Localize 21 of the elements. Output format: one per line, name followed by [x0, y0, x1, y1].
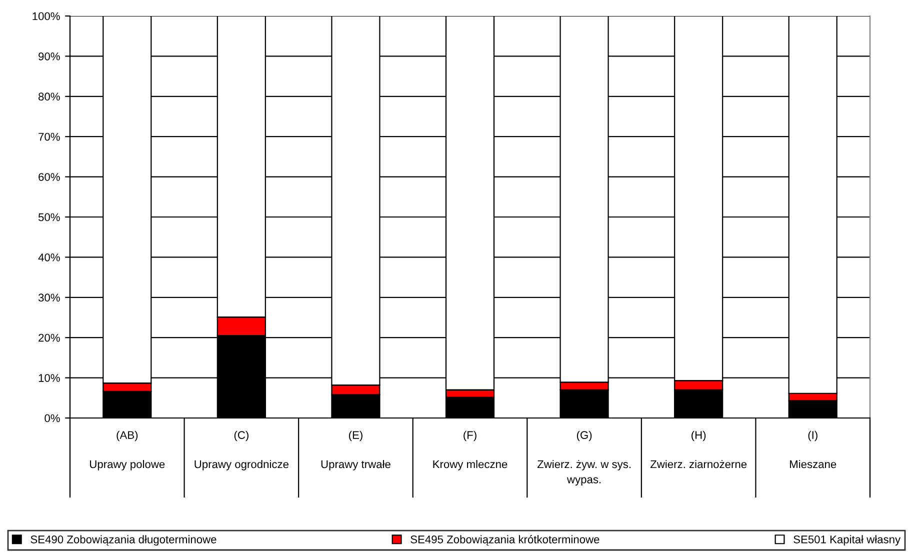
- category-label: (E) Uprawy trwałe: [321, 430, 390, 470]
- y-tick-label: 70%: [38, 132, 60, 141]
- category-label: (G) Zwierz. żyw. w sys. wypas.: [537, 430, 630, 486]
- category-label: (F) Krowy mleczne: [433, 430, 508, 470]
- legend-label: SE501 Kapitał własny: [794, 535, 901, 546]
- y-tick-label: 60%: [38, 173, 60, 181]
- y-tick-label: 10%: [38, 374, 60, 382]
- category-label: (H) Zwierz. ziarnożerne: [650, 430, 747, 468]
- y-tick-label: 100%: [32, 12, 60, 20]
- legend-label: SE490 Zobowiązania długoterminowe: [30, 535, 216, 546]
- y-tick-label: 30%: [38, 294, 60, 302]
- y-tick-label: 40%: [38, 253, 60, 262]
- y-tick-label: 0%: [44, 414, 60, 422]
- category-label: (AB) Uprawy polowe: [90, 430, 165, 470]
- y-tick-label: 90%: [38, 52, 60, 60]
- legend-label: SE495 Zobowiązania krótkoterminowe: [410, 535, 600, 546]
- category-label: (C) Uprawy ogrodnicze: [194, 430, 288, 470]
- y-tick-label: 20%: [38, 334, 60, 342]
- category-label: (I) Mieszane: [790, 430, 836, 468]
- y-tick-label: 80%: [38, 92, 60, 101]
- y-tick-label: 50%: [38, 213, 60, 222]
